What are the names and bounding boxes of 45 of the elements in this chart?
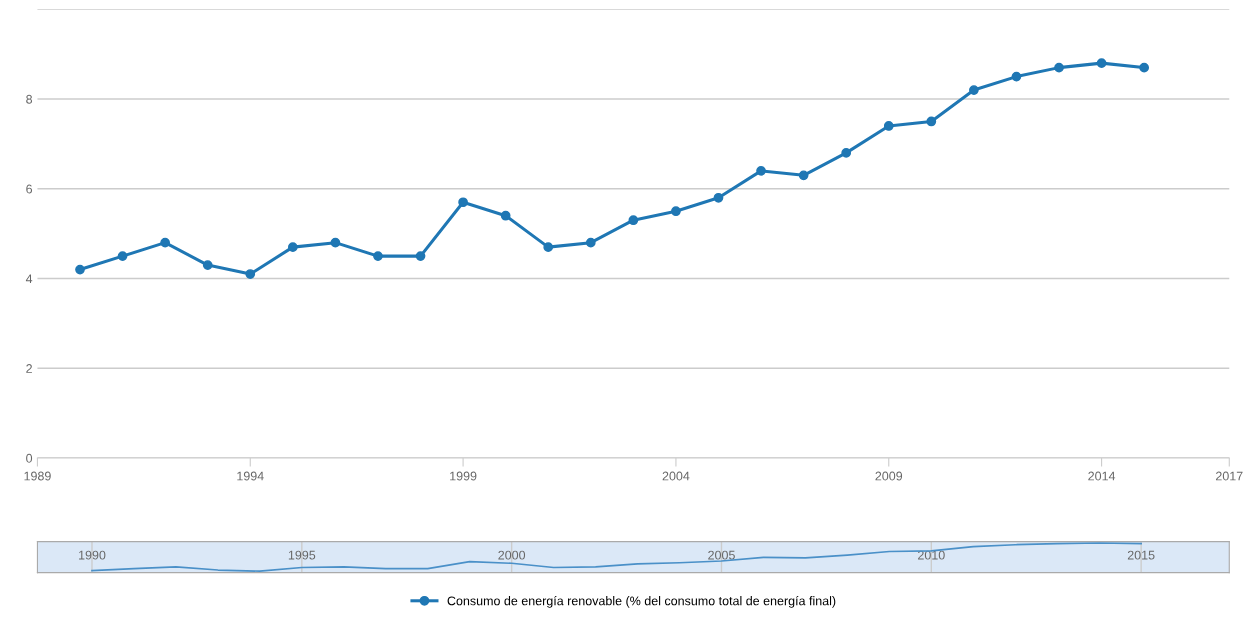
x-tick-label: 2014	[1088, 471, 1116, 481]
point	[458, 197, 468, 208]
point	[1096, 58, 1107, 68]
point	[500, 210, 511, 221]
point	[415, 251, 426, 261]
point	[160, 237, 170, 248]
point	[373, 251, 383, 261]
point	[330, 237, 341, 248]
x-tick-label: 2015	[1127, 550, 1155, 560]
point	[245, 269, 256, 279]
point	[798, 170, 809, 181]
legend-label: Consumo de energía renovable (% del consumo total de energía final)	[447, 595, 836, 608]
point	[287, 242, 298, 252]
y-tick-label: 0	[26, 453, 33, 463]
x-tick-label: 1990	[79, 550, 106, 560]
y-tick-label: 8	[26, 94, 33, 104]
point	[585, 237, 596, 248]
point	[713, 192, 724, 203]
point	[671, 206, 681, 217]
point	[543, 242, 554, 252]
y-tick-label: 2	[26, 364, 32, 373]
point	[926, 116, 937, 127]
x-tick-label: 2010	[918, 550, 945, 560]
x-tick-label: 2000	[498, 550, 526, 560]
x-tick-label: 1999	[450, 471, 477, 481]
x-tick-label: 1989	[24, 471, 51, 481]
point	[883, 121, 894, 131]
x-tick-label: 1995	[288, 550, 316, 560]
x-tick-label: 2005	[708, 550, 735, 560]
y-tick-label: 4	[25, 274, 33, 284]
point	[202, 260, 213, 270]
point	[841, 148, 852, 158]
point	[628, 215, 639, 226]
x-tick-label: 2017	[1216, 471, 1243, 481]
point	[117, 251, 128, 261]
x-tick-label: 2004	[662, 471, 690, 481]
point	[75, 264, 85, 275]
point	[1139, 62, 1150, 73]
y-tick-label: 6	[26, 184, 33, 194]
x-tick-label: 2009	[875, 471, 903, 481]
point	[969, 85, 979, 95]
point	[756, 165, 766, 176]
point	[1011, 71, 1022, 82]
x-tick-label: 1994	[237, 471, 264, 481]
point	[1054, 62, 1064, 73]
